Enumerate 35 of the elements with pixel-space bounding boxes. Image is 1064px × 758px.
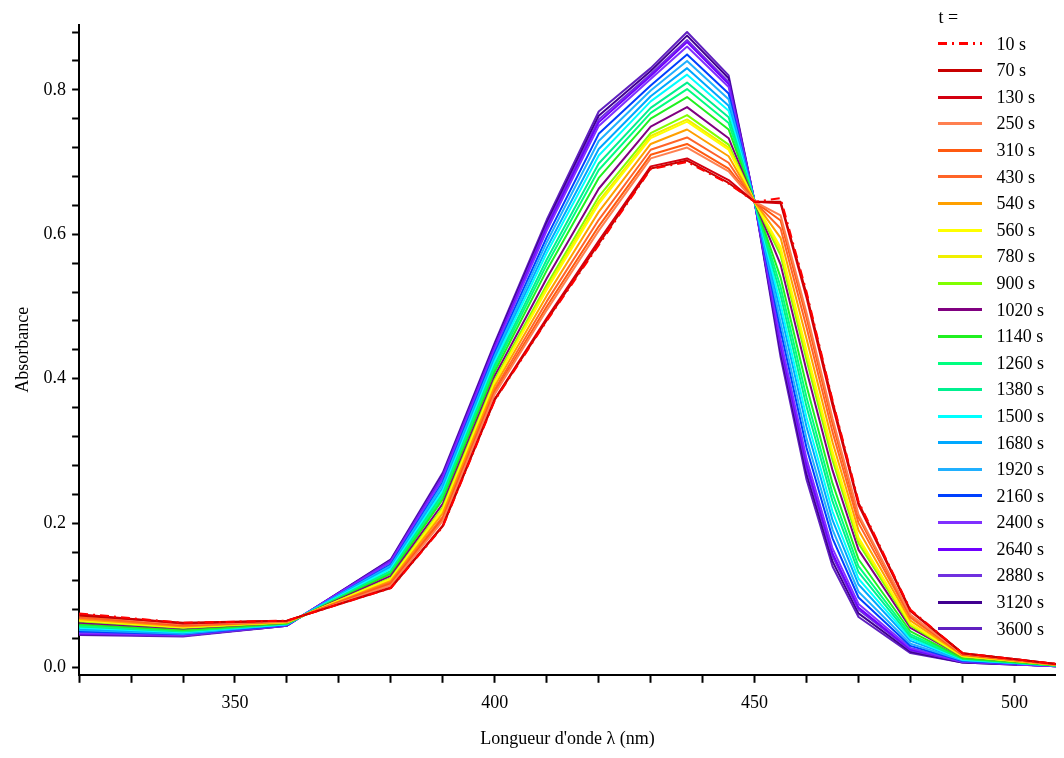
legend-label: 900 s xyxy=(996,271,1035,295)
legend-label: 1260 s xyxy=(996,351,1044,375)
legend-label: 250 s xyxy=(996,112,1035,136)
legend-label: 1140 s xyxy=(996,325,1044,349)
legend-label: 3120 s xyxy=(996,591,1044,615)
x-tick-label: 450 xyxy=(741,692,769,713)
x-tick-label: 400 xyxy=(481,692,509,713)
legend-label: 2400 s xyxy=(996,511,1044,535)
legend-label: 310 s xyxy=(996,138,1035,162)
y-tick-label: 0.4 xyxy=(43,367,67,388)
legend-label: 1500 s xyxy=(996,404,1044,428)
legend-label: 130 s xyxy=(996,85,1035,109)
legend-label: 2160 s xyxy=(996,484,1044,508)
legend-label: 1380 s xyxy=(996,378,1044,402)
x-axis-title: Longueur d'onde λ (nm) xyxy=(480,727,655,749)
x-tick-label: 500 xyxy=(1000,692,1028,713)
y-tick-label: 0.6 xyxy=(43,222,67,243)
legend-title: t = xyxy=(938,6,960,29)
legend-label: 3600 s xyxy=(996,617,1044,641)
legend-label: 2880 s xyxy=(996,564,1044,588)
legend-label: 780 s xyxy=(996,245,1035,269)
legend-label: 1920 s xyxy=(996,458,1044,482)
legend-label: 540 s xyxy=(996,192,1035,216)
legend-label: 1680 s xyxy=(996,431,1044,455)
legend-label: 2640 s xyxy=(996,537,1044,561)
x-tick-label: 350 xyxy=(221,692,249,713)
y-tick-label: 0.0 xyxy=(43,656,67,677)
legend-label: 1020 s xyxy=(996,298,1044,322)
legend-label: 10 s xyxy=(996,32,1026,56)
legend-label: 560 s xyxy=(996,218,1035,242)
y-tick-label: 0.2 xyxy=(43,511,67,532)
y-axis-title: Absorbance xyxy=(11,306,32,393)
y-tick-label: 0.8 xyxy=(43,78,67,99)
legend-label: 430 s xyxy=(996,165,1035,189)
legend-label: 70 s xyxy=(996,59,1026,83)
